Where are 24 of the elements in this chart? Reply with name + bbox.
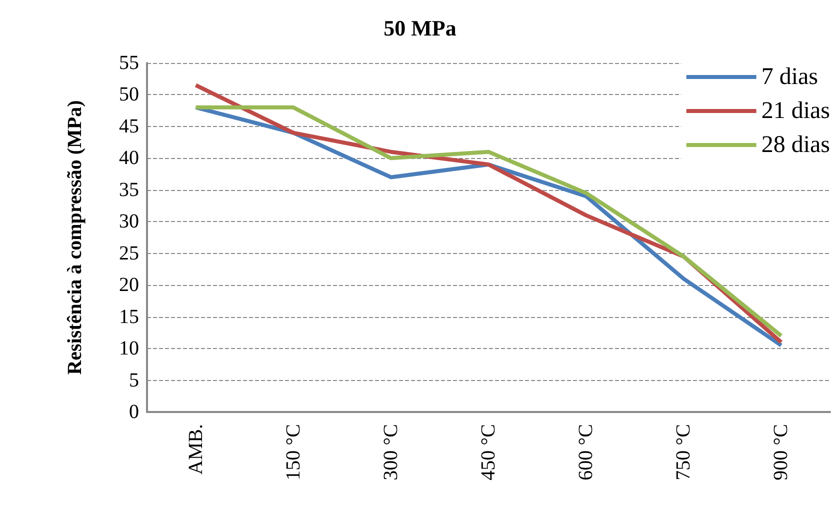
- y-tick-label: 50: [119, 84, 139, 106]
- y-tick-label: 25: [119, 242, 139, 264]
- y-axis-title: Resistência à compressão (MPa): [64, 100, 86, 375]
- y-tick-label: 20: [119, 274, 139, 296]
- legend-label: 21 dias: [761, 98, 830, 124]
- x-tick-label: 150 °C: [282, 424, 304, 480]
- x-tick-label: 900 °C: [770, 424, 792, 480]
- x-tick-label: 450 °C: [478, 424, 500, 480]
- y-tick-label: 55: [119, 52, 139, 74]
- legend-label: 28 dias: [761, 132, 830, 158]
- x-tick-label: 600 °C: [575, 424, 598, 480]
- y-tick-label: 10: [119, 338, 139, 360]
- y-tick-label: 35: [119, 178, 139, 201]
- y-tick-label: 15: [119, 306, 139, 328]
- legend-label: 7 dias: [761, 64, 818, 90]
- x-tick-label: AMB.: [184, 424, 207, 475]
- y-tick-label: 0: [129, 401, 139, 423]
- x-tick-label: 300 °C: [380, 424, 402, 480]
- x-tick-label: 750 °C: [672, 424, 695, 480]
- y-tick-label: 40: [119, 147, 139, 170]
- y-tick-label: 45: [119, 115, 139, 138]
- y-tick-label: 30: [119, 210, 139, 233]
- y-tick-label: 5: [129, 369, 139, 392]
- chart-title: 50 MPa: [384, 16, 456, 40]
